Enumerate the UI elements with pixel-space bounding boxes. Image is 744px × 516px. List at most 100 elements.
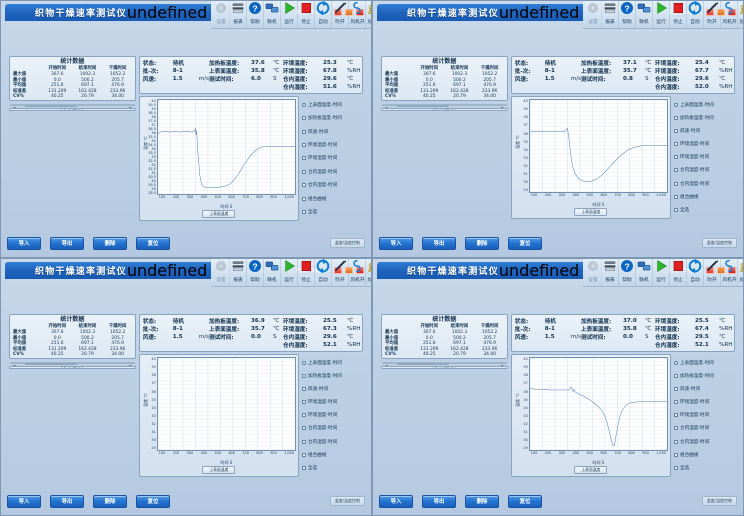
footer-button-删除[interactable]: 删除 <box>93 236 127 250</box>
checkbox-icon[interactable] <box>674 465 678 470</box>
checkbox-icon[interactable] <box>302 156 306 161</box>
checkbox-icon[interactable] <box>302 400 306 405</box>
chart-plot-area[interactable] <box>156 99 296 195</box>
toolbar-button-gear[interactable]: 设置 <box>213 259 231 286</box>
footer-button-复位[interactable]: 复位 <box>508 494 542 508</box>
scrollbar-thumb[interactable] <box>25 362 77 365</box>
checkbox-icon[interactable] <box>674 413 678 418</box>
chart-option-6[interactable]: 仓内温度-时间 <box>302 425 362 431</box>
maximize-button[interactable] <box>345 9 353 16</box>
chart-option-6[interactable]: 仓内温度-时间 <box>302 169 362 175</box>
toolbar-button-play[interactable]: 运行 <box>653 1 671 28</box>
toolbar-button-stop[interactable]: 停止 <box>298 1 316 28</box>
footer-button-删除[interactable]: 删除 <box>465 494 499 508</box>
toolbar-button-fan[interactable]: 风机开 <box>721 259 739 286</box>
chart-option-2[interactable]: 加热板温度-时间 <box>302 373 362 379</box>
lang-chinese-link[interactable]: 中文 <box>667 268 678 274</box>
lang-chinese-link[interactable]: 中文 <box>667 10 678 16</box>
toolbar-button-gear[interactable]: 设置 <box>585 1 603 28</box>
checkbox-icon[interactable] <box>302 452 306 457</box>
chart-plot-area[interactable] <box>156 357 296 451</box>
footer-button-导出[interactable]: 导出 <box>50 236 84 250</box>
checkbox-icon[interactable] <box>674 360 678 365</box>
statistics-hscrollbar[interactable]: ◄► <box>10 103 135 110</box>
checkbox-icon[interactable] <box>302 413 306 418</box>
toolbar-button-play[interactable]: 运行 <box>281 259 299 286</box>
chart-legend[interactable]: 上表面温度 <box>574 465 608 474</box>
chart-option-4[interactable]: 环境温度-时间 <box>302 142 362 148</box>
checkbox-icon[interactable] <box>302 210 306 215</box>
toolbar-button-gear[interactable]: 设置 <box>585 259 603 286</box>
toolbar-button-gear[interactable]: 设置 <box>213 1 231 28</box>
footer-button-导出[interactable]: 导出 <box>422 494 456 508</box>
chart-option-3[interactable]: 风速-时间 <box>674 386 734 392</box>
toolbar-button-report[interactable]: 报表 <box>230 1 248 28</box>
scrollbar-thumb[interactable] <box>25 104 77 107</box>
chart-legend[interactable]: 上表面温度 <box>202 465 236 474</box>
footer-button-删除[interactable]: 删除 <box>93 494 127 508</box>
checkbox-icon[interactable] <box>674 155 678 160</box>
chart-option-6[interactable]: 仓内温度-时间 <box>674 167 734 173</box>
chart-option-8[interactable]: 组合曲线 <box>674 452 734 458</box>
toolbar-button-report[interactable]: 报表 <box>602 1 620 28</box>
maximize-button[interactable] <box>717 9 725 16</box>
checkbox-icon[interactable] <box>674 207 678 212</box>
toolbar-button-help[interactable]: ? 帮助 <box>247 259 265 286</box>
chart-option-5[interactable]: 环境湿度-时间 <box>674 154 734 160</box>
toolbar-button-heater[interactable]: 加热开 <box>738 259 743 286</box>
toolbar-button-fan[interactable]: 风机开 <box>349 1 367 28</box>
toolbar-button-help[interactable]: ? 帮助 <box>619 1 637 28</box>
chart-option-2[interactable]: 加热板温度-时间 <box>674 115 734 121</box>
chart-plot-area[interactable] <box>528 357 668 451</box>
toolbar-button-play[interactable]: 运行 <box>653 259 671 286</box>
toolbar-button-heater[interactable]: 加热开 <box>738 1 743 28</box>
footer-button-导入[interactable]: 导入 <box>379 494 413 508</box>
footer-button-导出[interactable]: 导出 <box>422 236 456 250</box>
toolbar-button-pen[interactable]: 吹开 <box>704 259 722 286</box>
checkbox-icon[interactable] <box>302 169 306 174</box>
toolbar-button-help[interactable]: ? 帮助 <box>247 1 265 28</box>
checkbox-icon[interactable] <box>302 426 306 431</box>
checkbox-icon[interactable] <box>302 143 306 148</box>
toolbar-button-report[interactable]: 报表 <box>230 259 248 286</box>
checkbox-icon[interactable] <box>302 196 306 201</box>
chart-option-9[interactable]: 全选 <box>302 465 362 471</box>
checkbox-icon[interactable] <box>674 194 678 199</box>
toolbar-button-refresh[interactable]: 自动 <box>687 259 705 286</box>
chart-option-5[interactable]: 环境湿度-时间 <box>674 412 734 418</box>
chart-option-6[interactable]: 仓内温度-时间 <box>674 425 734 431</box>
checkbox-icon[interactable] <box>302 439 306 444</box>
checkbox-icon[interactable] <box>302 183 306 188</box>
footer-button-复位[interactable]: 复位 <box>508 236 542 250</box>
chart-option-4[interactable]: 环境温度-时间 <box>674 141 734 147</box>
chart-plot-area[interactable] <box>528 99 668 193</box>
chart-option-8[interactable]: 组合曲线 <box>302 452 362 458</box>
footer-button-导入[interactable]: 导入 <box>7 494 41 508</box>
toolbar-button-report[interactable]: 报表 <box>602 259 620 286</box>
checkbox-icon[interactable] <box>302 102 306 107</box>
checkbox-icon[interactable] <box>302 129 306 134</box>
checkbox-icon[interactable] <box>674 400 678 405</box>
checkbox-icon[interactable] <box>674 426 678 431</box>
statistics-hscrollbar[interactable]: ◄► <box>382 361 507 368</box>
toolbar-button-stop[interactable]: 停止 <box>670 1 688 28</box>
maximize-button[interactable] <box>345 267 353 274</box>
checkbox-icon[interactable] <box>302 360 306 365</box>
chart-option-1[interactable]: 上表面温度-时间 <box>302 360 362 366</box>
checkbox-icon[interactable] <box>674 115 678 120</box>
checkbox-icon[interactable] <box>674 452 678 457</box>
chart-option-1[interactable]: 上表面温度-时间 <box>674 360 734 366</box>
checkbox-icon[interactable] <box>674 128 678 133</box>
checkbox-icon[interactable] <box>674 168 678 173</box>
toolbar-button-heater[interactable]: 加热开 <box>366 1 371 28</box>
checkbox-icon[interactable] <box>674 373 678 378</box>
chart-option-9[interactable]: 全选 <box>302 209 362 215</box>
chart-option-4[interactable]: 环境温度-时间 <box>674 399 734 405</box>
checkbox-icon[interactable] <box>674 181 678 186</box>
footer-button-导出[interactable]: 导出 <box>50 494 84 508</box>
lang-chinese-link[interactable]: 中文 <box>295 10 306 16</box>
chart-option-7[interactable]: 仓内湿度-时间 <box>674 439 734 445</box>
chart-legend[interactable]: 上表面温度 <box>202 210 236 218</box>
toolbar-button-connect[interactable]: 联机 <box>264 259 282 286</box>
toolbar-button-pen[interactable]: 吹开 <box>704 1 722 28</box>
